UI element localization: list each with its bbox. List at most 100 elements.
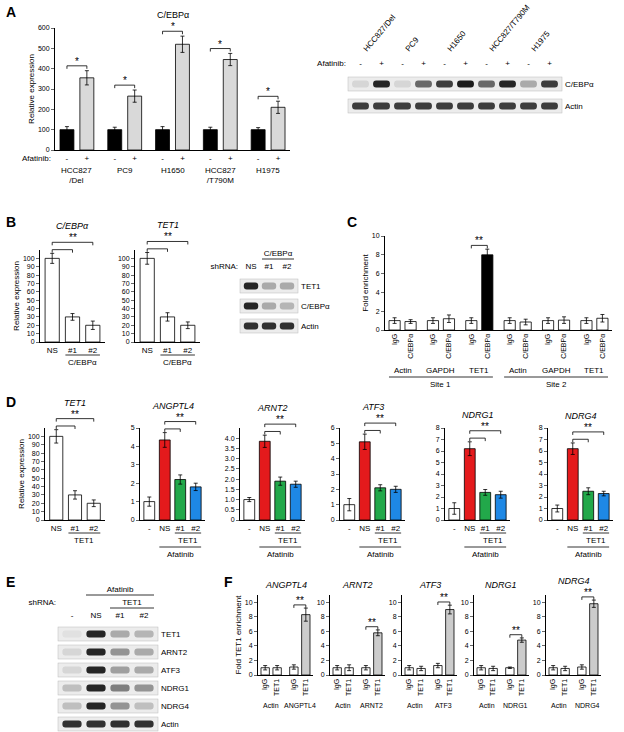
svg-text:#1: #1 <box>116 611 125 620</box>
svg-text:Afatinib: Afatinib <box>167 550 194 559</box>
svg-text:4: 4 <box>393 642 397 649</box>
svg-text:H1975: H1975 <box>256 166 280 175</box>
svg-text:TET1: TET1 <box>374 679 381 696</box>
svg-text:IgG: IgG <box>362 679 370 690</box>
svg-text:200: 200 <box>38 106 50 113</box>
svg-text:NDRG1: NDRG1 <box>462 410 494 420</box>
svg-text:0: 0 <box>231 516 235 523</box>
svg-text:400: 400 <box>38 65 50 72</box>
svg-text:40: 40 <box>32 483 40 490</box>
svg-text:IgG: IgG <box>405 679 413 690</box>
svg-text:ARNT2: ARNT2 <box>342 580 373 590</box>
svg-text:NS: NS <box>51 524 62 533</box>
svg-text:2: 2 <box>539 493 543 500</box>
svg-text:+: + <box>180 154 185 163</box>
svg-text:4: 4 <box>539 470 543 477</box>
svg-text:7: 7 <box>539 436 543 443</box>
svg-text:0: 0 <box>436 516 440 523</box>
svg-text:TET1: TET1 <box>178 536 198 545</box>
svg-text:TET1: TET1 <box>378 536 398 545</box>
svg-text:0.5: 0.5 <box>225 506 235 513</box>
svg-text:-: - <box>148 524 151 533</box>
svg-text:3: 3 <box>131 461 135 468</box>
svg-text:C/EBPα: C/EBPα <box>484 334 491 359</box>
svg-text:0: 0 <box>465 671 469 678</box>
svg-text:C/EBPα: C/EBPα <box>68 358 97 367</box>
svg-text:C/EBPα: C/EBPα <box>565 80 594 89</box>
svg-text:C/EBPα: C/EBPα <box>445 334 452 359</box>
svg-text:H1975: H1975 <box>530 29 552 53</box>
svg-text:-: - <box>348 524 351 533</box>
svg-text:30: 30 <box>122 313 130 320</box>
svg-text:10: 10 <box>389 599 397 606</box>
svg-text:NS: NS <box>142 346 153 355</box>
svg-text:C/EBPα: C/EBPα <box>264 249 293 258</box>
svg-text:*: * <box>218 39 222 50</box>
svg-text:90: 90 <box>122 263 130 270</box>
svg-text:Relative expression: Relative expression <box>17 439 26 509</box>
svg-text:A: A <box>6 4 16 20</box>
svg-text:HCC827/Del: HCC827/Del <box>61 166 92 185</box>
svg-text:TET1: TET1 <box>345 679 352 696</box>
svg-text:shRNA:: shRNA: <box>210 262 238 271</box>
svg-text:NS: NS <box>464 524 475 533</box>
svg-text:TET1: TET1 <box>590 679 597 696</box>
svg-text:#1: #1 <box>176 524 185 533</box>
svg-text:4: 4 <box>321 642 325 649</box>
svg-text:30: 30 <box>27 313 35 320</box>
svg-text:HCC827/T790M: HCC827/T790M <box>205 166 236 185</box>
svg-text:40: 40 <box>27 305 35 312</box>
svg-text:Afatinib: Afatinib <box>107 585 134 594</box>
svg-text:NDRG4: NDRG4 <box>565 411 597 421</box>
svg-text:HCC827/T790M: HCC827/T790M <box>488 3 532 53</box>
svg-text:NDRG4: NDRG4 <box>161 702 190 711</box>
svg-text:Fold TET1 enrichment: Fold TET1 enrichment <box>234 595 243 675</box>
svg-text:10: 10 <box>461 599 469 606</box>
svg-text:IgG: IgG <box>549 679 557 690</box>
svg-text:-: - <box>556 524 559 533</box>
svg-text:NDRG4: NDRG4 <box>558 576 590 586</box>
svg-text:Afatinib: Afatinib <box>575 550 602 559</box>
svg-text:TET1: TET1 <box>64 398 86 408</box>
svg-text:**: ** <box>368 617 376 628</box>
svg-text:+: + <box>85 154 90 163</box>
svg-text:2: 2 <box>393 657 397 664</box>
svg-text:5: 5 <box>331 440 335 447</box>
svg-text:3.5: 3.5 <box>225 445 235 452</box>
svg-text:#2: #2 <box>391 524 400 533</box>
svg-text:C/EBPα: C/EBPα <box>163 358 192 367</box>
svg-text:+: + <box>505 59 510 68</box>
svg-text:TET1: TET1 <box>122 598 142 607</box>
svg-text:8: 8 <box>249 613 253 620</box>
svg-text:4: 4 <box>436 470 440 477</box>
svg-text:10: 10 <box>27 330 35 337</box>
svg-text:5: 5 <box>539 459 543 466</box>
svg-text:C/EBPα: C/EBPα <box>560 334 567 359</box>
svg-text:500: 500 <box>38 45 50 52</box>
svg-text:30: 30 <box>32 491 40 498</box>
svg-text:10: 10 <box>32 508 40 515</box>
svg-text:IgG: IgG <box>261 679 269 690</box>
svg-text:**: ** <box>376 413 384 424</box>
svg-text:ARNT2: ARNT2 <box>257 403 288 413</box>
svg-text:ATF3: ATF3 <box>435 702 452 709</box>
svg-text:TET1: TET1 <box>446 679 453 696</box>
svg-text:6: 6 <box>249 628 253 635</box>
svg-text:2: 2 <box>331 486 335 493</box>
svg-text:PC9: PC9 <box>117 166 133 175</box>
svg-text:50: 50 <box>27 297 35 304</box>
svg-text:3: 3 <box>331 470 335 477</box>
svg-text:4: 4 <box>249 642 253 649</box>
svg-text:Afatinib: Afatinib <box>472 550 499 559</box>
svg-text:1.5: 1.5 <box>225 486 235 493</box>
svg-text:10: 10 <box>317 599 325 606</box>
svg-text:Actin: Actin <box>335 702 351 709</box>
svg-text:TET1: TET1 <box>518 679 525 696</box>
svg-text:#2: #2 <box>88 346 97 355</box>
svg-text:100: 100 <box>23 255 35 262</box>
svg-text:IgG: IgG <box>434 679 442 690</box>
svg-text:TET1: TET1 <box>278 536 298 545</box>
svg-text:300: 300 <box>38 85 50 92</box>
svg-text:NS: NS <box>159 524 170 533</box>
svg-text:NS: NS <box>567 524 578 533</box>
